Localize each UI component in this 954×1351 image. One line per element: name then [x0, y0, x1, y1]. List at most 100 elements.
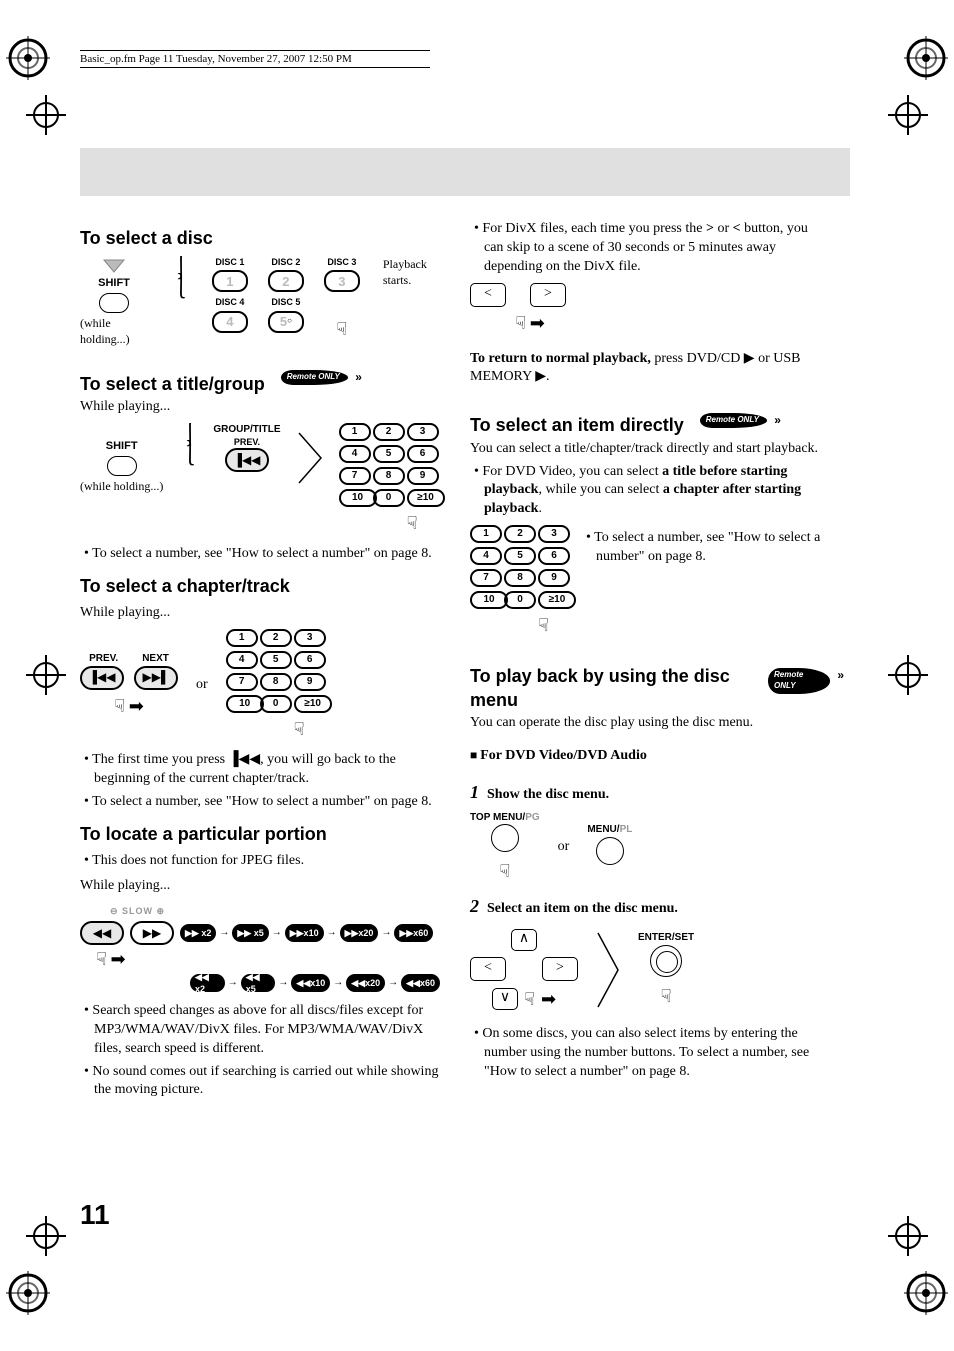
num-button[interactable]: ≥10 — [294, 695, 332, 713]
forward-button[interactable]: ▶▶ — [130, 921, 174, 945]
menu-button[interactable] — [596, 837, 624, 865]
topmenu-button[interactable] — [491, 824, 519, 852]
num-button[interactable]: 10 — [470, 591, 508, 609]
prev-button[interactable]: ▐◀◀ — [80, 666, 124, 690]
num-button[interactable]: 10 — [339, 489, 377, 507]
num-button[interactable]: 1 — [339, 423, 371, 441]
arrow-right-icon: ➡ — [530, 313, 545, 333]
bullet: The first time you press ▐◀◀, you will g… — [80, 751, 440, 789]
svg-text:⎰: ⎰ — [177, 423, 199, 449]
heading-select-chapter: To select a chapter/track — [80, 574, 440, 598]
num-button[interactable]: 2 — [373, 423, 405, 441]
shift-button-2[interactable] — [107, 456, 137, 476]
disc-button-2[interactable]: 2 — [268, 270, 304, 292]
num-button[interactable]: 0 — [260, 695, 292, 713]
crop-mark-tr — [888, 95, 928, 135]
fig-direct: 1 2 3 4 5 6 7 8 9 10 0 ≥10 ☟ To select a… — [470, 525, 830, 637]
step-num: 1 — [470, 780, 479, 804]
num-button[interactable]: 10 — [226, 695, 264, 713]
disc-label: DISC 5 — [271, 296, 300, 308]
dpad-down-button[interactable]: ∨ — [492, 988, 518, 1010]
heading-select-title: To select a title/group — [80, 372, 265, 396]
step-2: 2 Select an item on the disc menu. — [470, 894, 830, 919]
heading-row-discmenu: To play back by using the disc menu Remo… — [470, 648, 830, 715]
num-button[interactable]: 5 — [373, 445, 405, 463]
bullet: For DVD Video, you can select a title be… — [470, 463, 830, 520]
num-button[interactable]: 8 — [504, 569, 536, 587]
bullet-text: . — [538, 501, 542, 516]
bullet: For DivX files, each time you press the … — [470, 220, 830, 277]
num-button[interactable]: 4 — [470, 547, 502, 565]
num-button[interactable]: 7 — [226, 673, 258, 691]
enter-set-label: ENTER/SET — [638, 931, 694, 945]
rewind-button[interactable]: ◀◀ — [80, 921, 124, 945]
num-button[interactable]: 2 — [504, 525, 536, 543]
num-button[interactable]: 3 — [294, 629, 326, 647]
menu-block: MENU/PL — [587, 823, 632, 871]
registration-target-tl — [6, 36, 50, 80]
bullets-title: To select a number, see "How to select a… — [80, 545, 440, 564]
num-button[interactable]: 4 — [226, 651, 258, 669]
next-button[interactable]: ▶▶▌ — [134, 666, 178, 690]
speed-pill: ◀◀ x2 — [190, 974, 225, 992]
num-button[interactable]: ≥10 — [538, 591, 576, 609]
num-button[interactable]: 9 — [294, 673, 326, 691]
svg-text:⎰: ⎰ — [168, 256, 189, 282]
num-button[interactable]: 3 — [407, 423, 439, 441]
shift-button[interactable] — [99, 293, 129, 313]
num-button[interactable]: 1 — [226, 629, 258, 647]
disc-button-4[interactable]: 4 — [212, 311, 248, 333]
fig-locate: ⊖ SLOW ⊕ ◀◀ ▶▶ ▶▶ x2→ ▶▶ x5→ ▶▶x10→ ▶▶x2… — [80, 902, 440, 992]
for-dvd-text: For DVD Video/DVD Audio — [480, 748, 647, 763]
hand-icon: ☟ — [407, 511, 431, 535]
speed-row-fwd: ◀◀ ▶▶ ▶▶ x2→ ▶▶ x5→ ▶▶x10→ ▶▶x20→ ▶▶x60 — [80, 921, 440, 945]
num-button[interactable]: 8 — [260, 673, 292, 691]
group-title-block: GROUP/TITLE PREV. ▐◀◀ — [213, 423, 280, 473]
disc-button-3[interactable]: 3 — [324, 270, 360, 292]
num-button[interactable]: 9 — [538, 569, 570, 587]
enter-button[interactable] — [650, 945, 682, 977]
num-button[interactable]: 4 — [339, 445, 371, 463]
num-button[interactable]: 0 — [504, 591, 536, 609]
speed-pill: ◀◀x10 — [291, 974, 330, 992]
hand-icon: ☟ — [336, 317, 347, 341]
dpad-left-button[interactable]: < — [470, 283, 506, 307]
num-button[interactable]: 7 — [470, 569, 502, 587]
bullet-text: For DivX files, each time you press the — [482, 221, 706, 236]
bullets-numref-r: To select a number, see "How to select a… — [582, 529, 830, 571]
num-button[interactable]: 3 — [538, 525, 570, 543]
hand-icon: ☟ — [294, 717, 318, 741]
dpad-left-button[interactable]: < — [470, 957, 506, 981]
num-button[interactable]: 7 — [339, 467, 371, 485]
num-button[interactable]: ≥10 — [407, 489, 445, 507]
step-num: 2 — [470, 894, 479, 918]
num-button[interactable]: 5 — [504, 547, 536, 565]
slow-label: SLOW — [122, 906, 153, 916]
dpad-up-button[interactable]: ∧ — [511, 929, 537, 951]
num-button[interactable]: 6 — [294, 651, 326, 669]
heading-disc-menu: To play back by using the disc menu — [470, 664, 752, 713]
num-button[interactable]: 6 — [538, 547, 570, 565]
bullets-divx: For DivX files, each time you press the … — [470, 220, 830, 277]
num-button[interactable]: 0 — [373, 489, 405, 507]
disc-button-5[interactable]: 5○ — [268, 311, 304, 333]
disc-buttons: DISC 11 DISC 22 DISC 33 DISC 44 DISC 55○… — [207, 256, 365, 341]
slow-minus-icon: ⊖ — [110, 906, 119, 916]
num-button[interactable]: 6 — [407, 445, 439, 463]
num-button[interactable]: 8 — [373, 467, 405, 485]
bullet: On some discs, you can also select items… — [470, 1025, 830, 1082]
menu-label: MENU/PL — [587, 823, 632, 837]
page-number: 11 — [80, 1199, 110, 1231]
num-button[interactable]: 9 — [407, 467, 439, 485]
dpad-right-button[interactable]: > — [542, 957, 578, 981]
registration-target-bl — [6, 1271, 50, 1315]
num-button[interactable]: 2 — [260, 629, 292, 647]
speed-pill: ▶▶ x5 — [232, 924, 268, 942]
disc-button-1[interactable]: 1 — [212, 270, 248, 292]
prev-button[interactable]: ▐◀◀ — [225, 448, 269, 472]
dpad-right-button[interactable]: > — [530, 283, 566, 307]
num-button[interactable]: 1 — [470, 525, 502, 543]
topmenu-block: TOP MENU/PG ☟ — [470, 811, 540, 884]
next-label: NEXT — [142, 652, 169, 666]
num-button[interactable]: 5 — [260, 651, 292, 669]
